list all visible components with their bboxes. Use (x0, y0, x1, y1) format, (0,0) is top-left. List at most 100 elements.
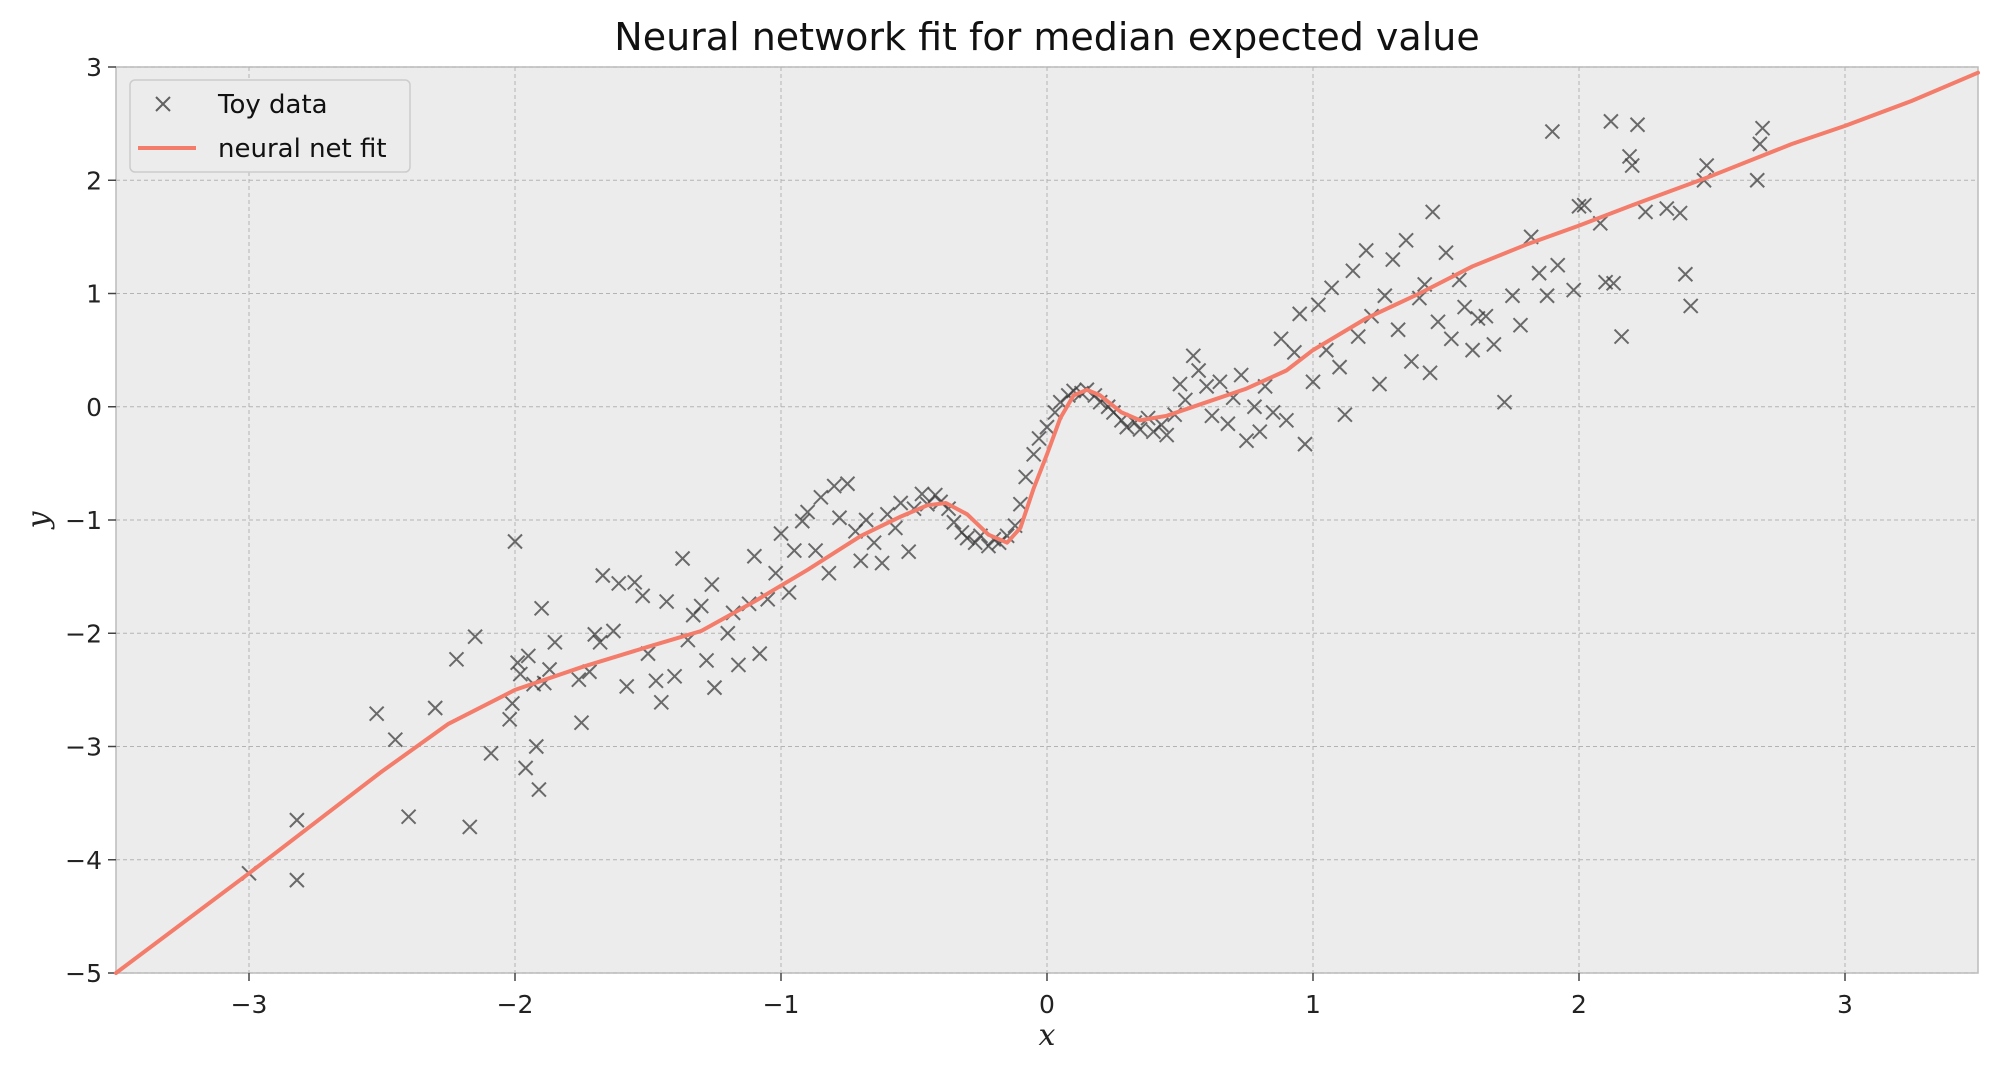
data-point (1345, 263, 1361, 279)
data-point (1613, 328, 1630, 345)
data-point (959, 530, 975, 546)
x-tick-label: 2 (1571, 990, 1587, 1019)
y-tick-label: 1 (86, 280, 102, 309)
data-point (507, 533, 523, 550)
data-point (980, 538, 997, 554)
data-point (1204, 408, 1220, 424)
data-point (1539, 288, 1555, 304)
data-point (1749, 172, 1765, 188)
data-point (531, 781, 547, 798)
data-point (1531, 265, 1547, 281)
data-point (1172, 376, 1188, 392)
data-point (892, 495, 909, 511)
data-point (839, 476, 856, 492)
data-point (1252, 423, 1268, 440)
data-point (1297, 436, 1313, 452)
data-point (1185, 348, 1202, 364)
data-point (946, 514, 962, 530)
data-point (1390, 322, 1406, 338)
data-point (1571, 198, 1587, 215)
data-point (483, 745, 499, 762)
data-point (1422, 365, 1438, 381)
data-point (781, 584, 797, 601)
data-point (666, 668, 683, 684)
x-tick-label: 0 (1039, 990, 1055, 1019)
data-point (1698, 157, 1715, 174)
data-point (693, 598, 709, 614)
legend-label-fit: neural net fit (218, 134, 387, 164)
data-point (587, 626, 603, 643)
data-point (1246, 399, 1263, 415)
fit-line (114, 70, 1980, 975)
data-point (1411, 290, 1428, 306)
data-point (1624, 157, 1640, 174)
data-point (1273, 331, 1289, 347)
data-point (1496, 394, 1513, 410)
data-point (533, 600, 550, 617)
data-point (368, 705, 385, 722)
data-point (1278, 412, 1295, 429)
data-point (467, 628, 483, 645)
data-point (706, 679, 723, 696)
data-point (626, 574, 643, 590)
data-point (1238, 433, 1255, 449)
data-point (1677, 266, 1694, 282)
data-point (1265, 404, 1281, 421)
data-point (914, 486, 930, 502)
data-point (1190, 362, 1207, 379)
data-point (858, 512, 874, 528)
data-point (611, 575, 627, 592)
data-point (773, 525, 789, 542)
data-point (1754, 120, 1771, 136)
data-point (1512, 317, 1529, 333)
data-point (826, 478, 842, 494)
data-point (653, 694, 670, 711)
data-point (704, 576, 720, 593)
data-point (1629, 117, 1646, 133)
data-point (866, 534, 882, 551)
data-point (1198, 378, 1215, 395)
data-point (448, 651, 465, 668)
x-tick-label: −3 (231, 990, 268, 1019)
data-point (1456, 299, 1473, 315)
data-point (1286, 344, 1303, 361)
data-point (289, 872, 305, 888)
data-point (1398, 232, 1414, 248)
data-point (1018, 469, 1034, 485)
data-point (501, 711, 518, 728)
legend: Toy data neural net fit (129, 79, 411, 173)
data-point (831, 510, 848, 526)
data-point (767, 565, 784, 581)
data-point (1291, 306, 1308, 322)
data-point (1683, 298, 1699, 314)
y-tick-label: −3 (65, 733, 102, 762)
data-point (619, 678, 635, 695)
data-point (1438, 245, 1454, 261)
data-point (1337, 406, 1353, 423)
data-point (1576, 197, 1593, 213)
data-point (1478, 308, 1494, 324)
data-point (520, 648, 537, 664)
data-point (1233, 367, 1249, 383)
data-point (571, 671, 587, 688)
data-point (1486, 336, 1502, 353)
y-tick-label: 0 (86, 393, 102, 422)
data-point (1672, 205, 1688, 221)
data-point (592, 634, 608, 651)
data-point (1385, 251, 1401, 268)
data-point (1177, 392, 1194, 408)
data-point (1504, 288, 1521, 304)
data-point (1603, 113, 1619, 130)
data-point (927, 487, 943, 503)
data-point (1550, 257, 1566, 273)
data-point (1031, 430, 1047, 447)
data-point (1371, 376, 1388, 392)
data-point (1350, 328, 1366, 345)
data-point (813, 489, 829, 506)
scatter-series (241, 113, 1771, 888)
data-point (746, 548, 763, 564)
data-point (400, 809, 417, 825)
y-tick-label: −1 (65, 506, 102, 535)
data-point (1039, 419, 1055, 435)
data-point (1403, 353, 1420, 370)
